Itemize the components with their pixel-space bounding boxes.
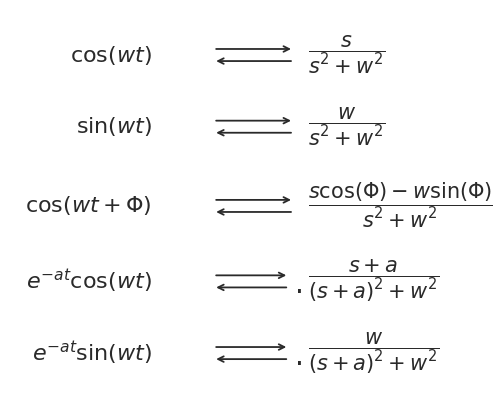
Text: $\dfrac{s}{s^{2}+w^{2}}$: $\dfrac{s}{s^{2}+w^{2}}$: [308, 34, 386, 76]
Text: $\cos(wt+\Phi)$: $\cos(wt+\Phi)$: [25, 195, 152, 217]
Text: $\dfrac{s\cos(\Phi)-w\sin(\Phi)}{s^{2}+w^{2}}$: $\dfrac{s\cos(\Phi)-w\sin(\Phi)}{s^{2}+w…: [308, 182, 493, 230]
Text: $e^{-at}\cos(wt)$: $e^{-at}\cos(wt)$: [26, 268, 152, 295]
Text: $\cos(wt)$: $\cos(wt)$: [70, 44, 152, 66]
Text: $e^{-at}\sin(wt)$: $e^{-at}\sin(wt)$: [32, 339, 152, 367]
Text: $\dfrac{s+a}{(s+a)^{2}+w^{2}}$: $\dfrac{s+a}{(s+a)^{2}+w^{2}}$: [308, 258, 439, 305]
Text: $\sin(wt)$: $\sin(wt)$: [75, 115, 152, 138]
Text: .: .: [295, 271, 304, 299]
Text: .: .: [295, 343, 304, 371]
Text: $\dfrac{w}{(s+a)^{2}+w^{2}}$: $\dfrac{w}{(s+a)^{2}+w^{2}}$: [308, 331, 439, 376]
Text: $\dfrac{w}{s^{2}+w^{2}}$: $\dfrac{w}{s^{2}+w^{2}}$: [308, 106, 386, 148]
